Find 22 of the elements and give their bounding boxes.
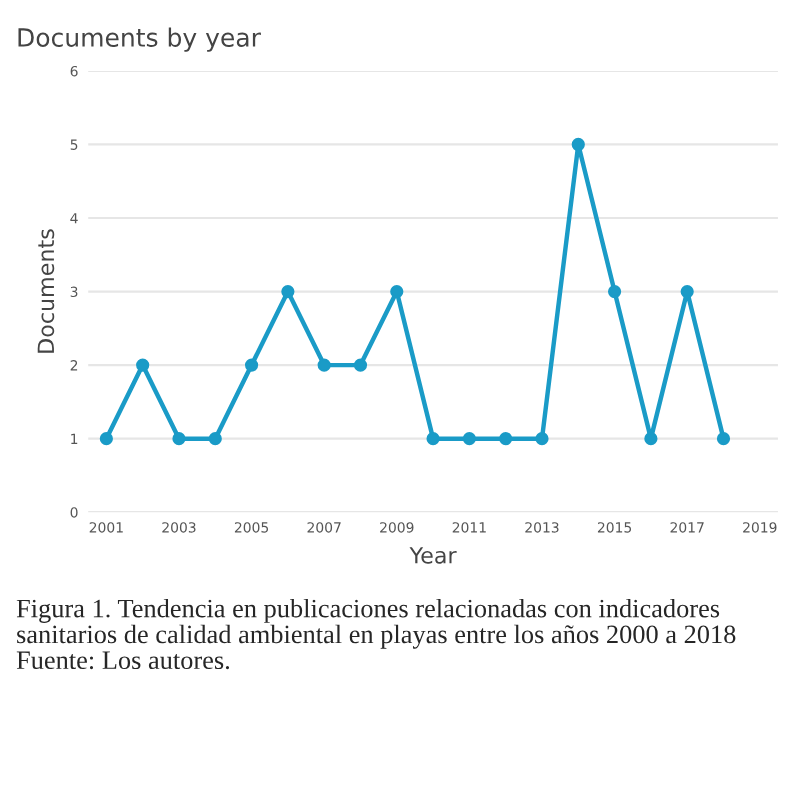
point [716, 432, 731, 446]
point [644, 432, 658, 446]
point [136, 358, 150, 372]
point [535, 432, 549, 446]
point [426, 432, 440, 446]
point [317, 358, 331, 372]
point [281, 284, 295, 299]
point [571, 137, 585, 152]
point [172, 432, 186, 446]
point [680, 284, 694, 299]
point [353, 358, 368, 372]
point [499, 432, 513, 446]
chart-title: Documents by year [18, 27, 261, 52]
point [99, 432, 113, 446]
text: Figura 1. Tendencia en publicaciones relacionadas con indicadores sanitarios de calidad ambiental en playas entre los años 2000 a 2018 Fuente: Los autores. [16, 598, 736, 670]
point [208, 432, 222, 446]
point [390, 284, 404, 299]
x-axis-title: Year [409, 547, 457, 564]
point [462, 432, 476, 446]
point [244, 358, 259, 372]
point [607, 284, 622, 299]
y-axis-title: Documents [37, 229, 55, 353]
